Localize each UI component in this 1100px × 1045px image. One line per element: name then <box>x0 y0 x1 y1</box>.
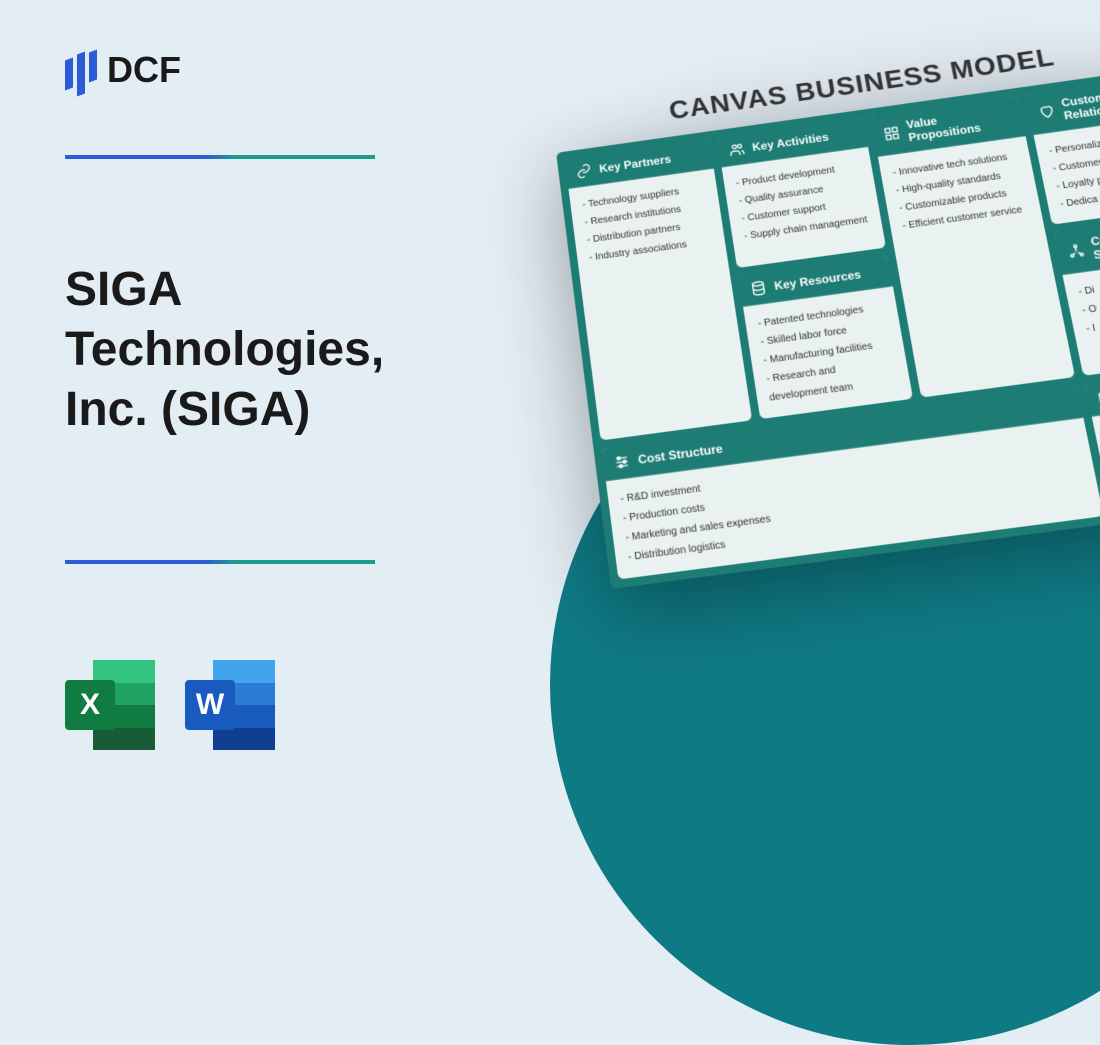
cell-label: Customer Segments <box>1089 220 1100 261</box>
cell-label: Value Propositions <box>905 104 1014 144</box>
divider-top <box>65 155 375 159</box>
network-icon <box>1066 242 1085 259</box>
excel-icon: X <box>65 660 155 750</box>
logo-text: DCF <box>107 49 181 91</box>
cell-key-activities: Key Activities Product development Quali… <box>717 117 886 268</box>
cell-body: Technology suppliers Research institutio… <box>569 169 753 441</box>
people-icon <box>728 141 746 158</box>
file-icons: X W <box>65 660 275 750</box>
cell-key-resources: Key Resources Patented technologies Skil… <box>738 255 913 419</box>
cell-label: Customer Relationships <box>1060 82 1100 122</box>
canvas-grid: Key Partners Technology suppliers Resear… <box>556 65 1100 589</box>
logo: DCF <box>65 45 181 95</box>
page-title: SIGA Technologies, Inc. (SIGA) <box>65 260 425 440</box>
word-icon: W <box>185 660 275 750</box>
link-icon <box>575 163 592 180</box>
heart-icon <box>1038 103 1057 120</box>
cell-label: Key Partners <box>598 153 671 176</box>
cell-label: Cost Structure <box>637 442 724 467</box>
sliders-icon <box>613 453 631 471</box>
divider-bottom <box>65 560 375 564</box>
cell-body: Product development Quality assurance Cu… <box>722 147 886 268</box>
grid-icon <box>883 125 901 142</box>
cell-label: Key Resources <box>773 268 862 293</box>
canvas-business-model: CANVAS BUSINESS MODEL Key Partners Techn… <box>551 26 1100 589</box>
cell-body: Patented technologies Skilled labor forc… <box>743 287 913 420</box>
cell-label: Key Activities <box>751 130 829 153</box>
database-icon <box>749 280 767 297</box>
word-badge: W <box>185 680 235 730</box>
excel-badge: X <box>65 680 115 730</box>
logo-bars-icon <box>65 45 97 95</box>
